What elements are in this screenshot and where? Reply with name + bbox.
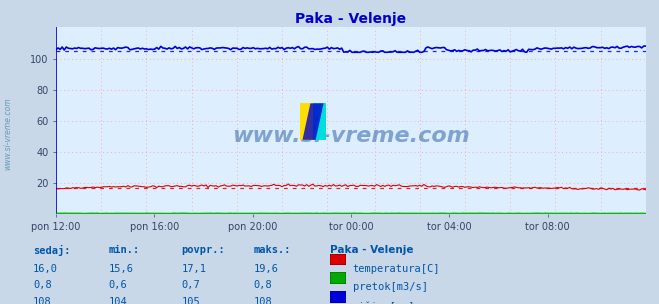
Text: temperatura[C]: temperatura[C] [353, 264, 440, 274]
Text: 0,6: 0,6 [109, 280, 127, 290]
Text: Paka - Velenje: Paka - Velenje [330, 245, 413, 255]
Text: 0,7: 0,7 [181, 280, 200, 290]
Bar [313, 103, 326, 140]
Text: 19,6: 19,6 [254, 264, 279, 274]
Text: www.si-vreme.com: www.si-vreme.com [232, 126, 470, 146]
Polygon shape [302, 103, 324, 140]
Text: 16,0: 16,0 [33, 264, 58, 274]
Text: 0,8: 0,8 [254, 280, 272, 290]
Text: pretok[m3/s]: pretok[m3/s] [353, 282, 428, 292]
Text: www.si-vreme.com: www.si-vreme.com [3, 98, 13, 170]
Text: min.:: min.: [109, 245, 140, 255]
Text: 15,6: 15,6 [109, 264, 134, 274]
Text: 0,8: 0,8 [33, 280, 51, 290]
Text: višina[cm]: višina[cm] [353, 301, 415, 304]
Title: Paka - Velenje: Paka - Velenje [295, 12, 407, 26]
Text: 108: 108 [33, 297, 51, 304]
Text: sedaj:: sedaj: [33, 245, 71, 256]
Text: 108: 108 [254, 297, 272, 304]
Text: maks.:: maks.: [254, 245, 291, 255]
Bar [300, 103, 313, 140]
Text: povpr.:: povpr.: [181, 245, 225, 255]
Text: 105: 105 [181, 297, 200, 304]
Text: 104: 104 [109, 297, 127, 304]
Text: 17,1: 17,1 [181, 264, 206, 274]
